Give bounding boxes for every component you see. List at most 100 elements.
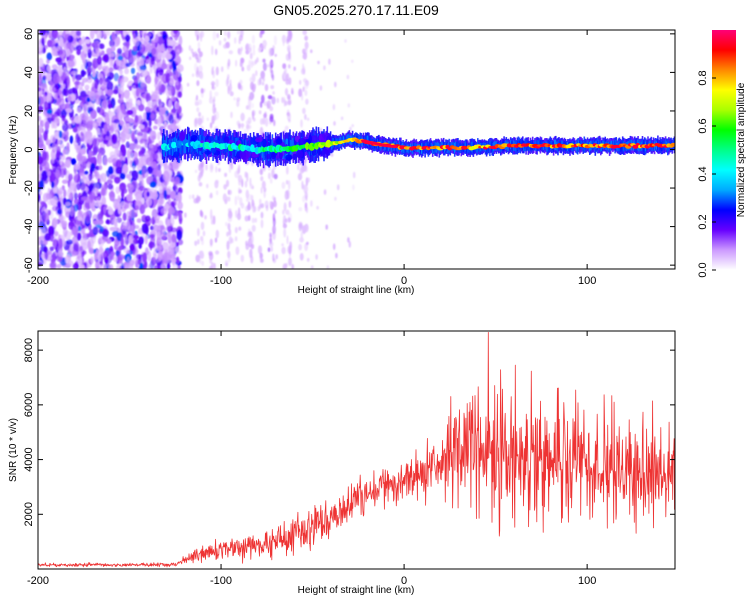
noise-speck [170, 96, 177, 102]
noise-speck [304, 185, 309, 193]
noise-speck [38, 42, 43, 52]
noise-speck [153, 125, 158, 130]
noise-speck [58, 130, 63, 139]
noise-speck [38, 156, 44, 165]
noise-speck [97, 73, 104, 80]
noise-speck [253, 83, 257, 90]
noise-speck [334, 81, 337, 88]
noise-speck [128, 85, 133, 91]
noise-speck [94, 251, 98, 262]
noise-speck [120, 262, 125, 269]
noise-speck [236, 97, 241, 102]
noise-speck [266, 64, 270, 68]
y-tick-label: 8000 [23, 338, 35, 362]
noise-speck [237, 212, 241, 221]
noise-speck [141, 197, 145, 205]
noise-speck [347, 103, 351, 108]
noise-speck [245, 240, 248, 246]
noise-speck [229, 91, 234, 97]
noise-speck [74, 115, 81, 124]
noise-speck [44, 121, 50, 130]
noise-speck [78, 166, 84, 176]
noise-speck [194, 240, 197, 247]
noise-speck [194, 169, 198, 173]
noise-speck [245, 120, 250, 126]
noise-speck [271, 96, 276, 105]
noise-speck [159, 244, 163, 251]
noise-speck [211, 220, 214, 225]
noise-speck [129, 259, 135, 266]
noise-speck [176, 64, 184, 73]
noise-speck [269, 178, 273, 184]
noise-speck [170, 217, 175, 226]
noise-speck [148, 143, 153, 149]
noise-speck [304, 242, 308, 252]
signal-halo-column [341, 135, 344, 144]
noise-speck [111, 31, 116, 41]
noise-speck [298, 207, 303, 212]
signal-halo-column [490, 140, 492, 150]
noise-speck [101, 188, 106, 196]
noise-speck [188, 45, 192, 51]
noise-speck [87, 134, 94, 141]
noise-speck [160, 232, 167, 240]
signal-trace [160, 137, 675, 155]
noise-speck [158, 69, 164, 76]
noise-speck [304, 35, 308, 41]
noise-speck [223, 37, 227, 42]
noise-speck [126, 256, 130, 267]
noise-speck [47, 250, 53, 256]
noise-speck [262, 77, 266, 82]
noise-speck [215, 190, 219, 196]
noise-speck [306, 241, 309, 245]
noise-speck [42, 192, 49, 203]
noise-speck [94, 80, 99, 90]
noise-speck [141, 223, 149, 234]
noise-speck [89, 166, 93, 177]
noise-speck [272, 217, 276, 227]
noise-speck [38, 105, 44, 112]
noise-speck [127, 185, 132, 192]
noise-speck [141, 97, 145, 105]
noise-speck [186, 82, 190, 87]
noise-speck [51, 181, 55, 189]
noise-speck [107, 183, 114, 190]
noise-speck [78, 81, 83, 91]
x-tick-label: 0 [401, 575, 407, 587]
noise-speck [234, 236, 238, 242]
noise-speck [38, 173, 42, 180]
noise-speck [49, 260, 57, 269]
noise-speck [58, 31, 64, 38]
noise-speck [117, 48, 123, 55]
noise-speck [51, 87, 56, 92]
noise-speck [67, 123, 74, 130]
noise-speck [63, 189, 67, 198]
noise-speck [214, 91, 219, 97]
noise-speck [38, 262, 43, 267]
noise-speck [352, 171, 356, 179]
noise-speck [285, 166, 289, 175]
noise-speck [323, 65, 326, 71]
noise-speck [104, 157, 108, 166]
noise-speck [332, 104, 336, 111]
noise-speck [160, 31, 166, 36]
noise-speck [288, 119, 291, 123]
noise-speck [297, 163, 300, 171]
noise-speck [298, 221, 303, 229]
noise-speck [191, 73, 195, 77]
noise-speck [198, 182, 203, 187]
noise-speck [86, 61, 93, 68]
noise-speck [285, 263, 288, 268]
noise-speck [198, 171, 203, 179]
noise-speck [142, 252, 148, 263]
noise-speck [46, 117, 53, 123]
noise-speck [156, 131, 161, 141]
noise-speck [200, 88, 204, 94]
noise-speck [76, 183, 81, 191]
noise-speck [304, 41, 309, 50]
signal-halo-blob [179, 131, 186, 141]
noise-speck [95, 170, 99, 180]
noise-speck [202, 230, 206, 237]
noise-speck [67, 59, 75, 68]
noise-speck [51, 142, 57, 153]
